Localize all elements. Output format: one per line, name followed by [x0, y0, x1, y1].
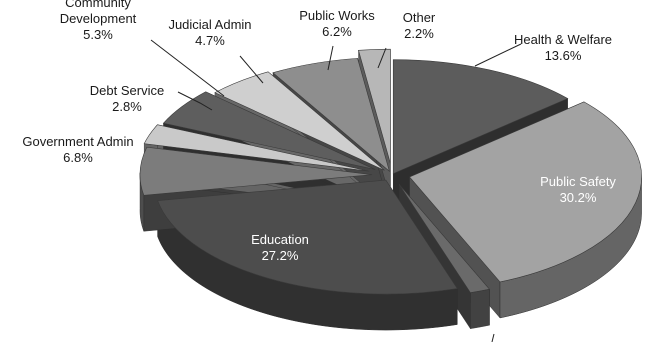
leader-line-8 [327, 45, 334, 71]
slice-label: Judicial Admin [168, 17, 251, 32]
slice-label: Education [251, 232, 309, 247]
pie-slice-education [157, 179, 458, 295]
slice-label: Public Works [299, 8, 375, 23]
slice-outer-wall-2-0 [470, 288, 490, 329]
slice-percent: 27.2% [262, 248, 299, 263]
leader-line-6 [150, 39, 225, 97]
slice-top-layer [139, 48, 642, 295]
slice-label: Health & Welfare [514, 32, 612, 47]
pie-slice-community-development [162, 91, 376, 170]
slice-percent: 6.2% [322, 24, 352, 39]
leader-line-5 [177, 91, 213, 111]
leader-lines [150, 39, 522, 342]
pie-slice-judicial-admin [214, 71, 385, 171]
slice-percent: 30.2% [560, 190, 597, 205]
leader-line-unlabeled [491, 333, 495, 342]
slice-percent: 13.6% [545, 48, 582, 63]
pie-slice-public-works [272, 58, 390, 173]
pie-slice-other [358, 48, 391, 164]
slice-percent: 5.3% [83, 27, 113, 42]
slice-label: Public Safety [540, 174, 616, 189]
slice-label: Other [403, 10, 436, 25]
slice-label: Debt Service [90, 83, 164, 98]
leader-line-7 [239, 55, 264, 84]
leader-line-0 [474, 43, 522, 67]
pie-slice-debt-service [143, 124, 370, 172]
slice-label: Government Admin [22, 134, 133, 149]
pie-slice-government-admin [139, 146, 373, 196]
leader-line-9 [377, 47, 387, 69]
slice-percent: 2.2% [404, 26, 434, 41]
slice-percent: 6.8% [63, 150, 93, 165]
pie-slice-public-safety [409, 101, 642, 283]
slice-percent: 2.8% [112, 99, 142, 114]
slice-percent: 4.7% [195, 33, 225, 48]
slice-label-line2: Development [60, 11, 137, 26]
pie-slice-health-welfare [392, 59, 569, 175]
slice-label: Community [65, 0, 131, 10]
pie-slice-unlabeled [398, 184, 490, 293]
